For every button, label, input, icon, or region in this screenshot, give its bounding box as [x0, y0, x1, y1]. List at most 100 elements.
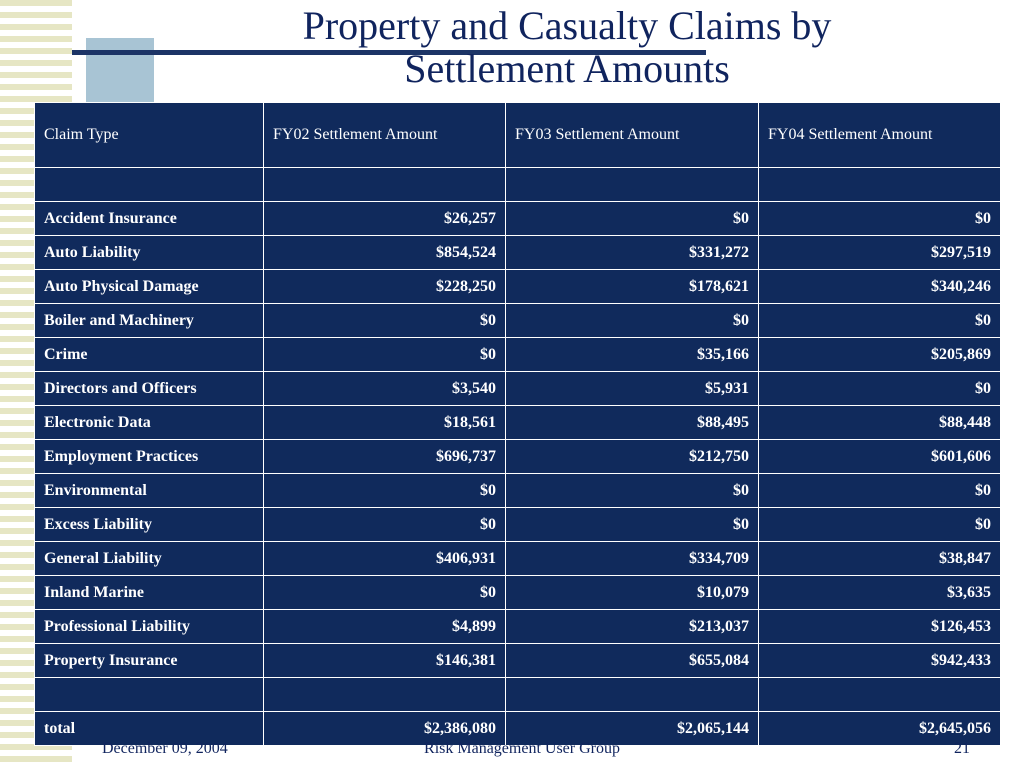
column-header: FY04 Settlement Amount [758, 102, 1001, 168]
settlement-amount-cell: $213,037 [505, 609, 759, 644]
settlement-amount-cell: $178,621 [505, 269, 759, 304]
claim-type-cell: total [34, 711, 264, 746]
table-row: Inland Marine $0 $10,079 $3,635 [34, 575, 1001, 610]
table-row: General Liability $406,931 $334,709 $38,847 [34, 541, 1001, 576]
footer-date: December 09, 2004 [102, 740, 228, 757]
settlement-amount-cell: $0 [758, 303, 1001, 338]
slide-title-line-2: Settlement Amounts [404, 46, 730, 91]
claim-type-cell: Property Insurance [34, 643, 264, 678]
settlement-amount-cell: $0 [263, 303, 506, 338]
settlement-amount-cell [505, 167, 759, 202]
table-row [34, 677, 1001, 712]
table-row: Property Insurance $146,381 $655,084 $942,4… [34, 643, 1001, 678]
settlement-amount-cell: $331,272 [505, 235, 759, 270]
settlement-amount-cell: $0 [758, 371, 1001, 406]
slide-title: Property and Casualty Claims by Settleme… [150, 4, 984, 90]
claim-type-cell: Crime [34, 337, 264, 372]
settlement-amount-cell: $942,433 [758, 643, 1001, 678]
table-row: Employment Practices $696,737 $212,750 $601… [34, 439, 1001, 474]
settlement-amount-cell [263, 167, 506, 202]
claim-type-cell: Electronic Data [34, 405, 264, 440]
settlement-amount-cell: $5,931 [505, 371, 759, 406]
settlement-amount-cell: $2,065,144 [505, 711, 759, 746]
claim-type-cell: Professional Liability [34, 609, 264, 644]
claim-type-cell: Directors and Officers [34, 371, 264, 406]
settlement-amount-cell: $601,606 [758, 439, 1001, 474]
settlement-amount-cell: $18,561 [263, 405, 506, 440]
table-row: Crime $0 $35,166 $205,869 [34, 337, 1001, 372]
settlement-amount-cell: $126,453 [758, 609, 1001, 644]
settlement-amount-cell [263, 677, 506, 712]
settlement-amount-cell: $340,246 [758, 269, 1001, 304]
settlement-amount-cell: $0 [505, 507, 759, 542]
settlement-amount-cell: $655,084 [505, 643, 759, 678]
settlement-amount-cell: $854,524 [263, 235, 506, 270]
settlement-amount-cell: $0 [758, 201, 1001, 236]
settlement-amount-cell: $228,250 [263, 269, 506, 304]
settlement-amount-cell: $0 [758, 473, 1001, 508]
table-row: Electronic Data $18,561 $88,495 $88,448 [34, 405, 1001, 440]
column-header: Claim Type [34, 102, 264, 168]
settlement-amount-cell: $297,519 [758, 235, 1001, 270]
settlement-amount-cell [758, 677, 1001, 712]
settlement-amount-cell: $0 [263, 337, 506, 372]
claim-type-cell: General Liability [34, 541, 264, 576]
table-row: Professional Liability $4,899 $213,037 $126… [34, 609, 1001, 644]
claim-type-cell: Boiler and Machinery [34, 303, 264, 338]
claims-table: Claim Type FY02 Settlement Amount FY03 S… [34, 102, 1001, 746]
accent-square [86, 38, 154, 102]
column-header: FY03 Settlement Amount [505, 102, 759, 168]
settlement-amount-cell: $0 [758, 507, 1001, 542]
settlement-amount-cell: $88,495 [505, 405, 759, 440]
claim-type-cell: Auto Physical Damage [34, 269, 264, 304]
settlement-amount-cell: $0 [263, 473, 506, 508]
settlement-amount-cell: $0 [263, 507, 506, 542]
footer-group-name: Risk Management User Group [424, 740, 620, 757]
settlement-amount-cell: $0 [505, 303, 759, 338]
table-row: total $2,386,080 $2,065,144 $2,645,056 [34, 711, 1001, 746]
settlement-amount-cell: $146,381 [263, 643, 506, 678]
settlement-amount-cell: $212,750 [505, 439, 759, 474]
settlement-amount-cell: $3,540 [263, 371, 506, 406]
claim-type-cell: Auto Liability [34, 235, 264, 270]
settlement-amount-cell: $0 [263, 575, 506, 610]
table-row: Accident Insurance $26,257 $0 $0 [34, 201, 1001, 236]
settlement-amount-cell: $406,931 [263, 541, 506, 576]
table-row: Auto Liability $854,524 $331,272 $297,519 [34, 235, 1001, 270]
settlement-amount-cell: $10,079 [505, 575, 759, 610]
table-header-row: Claim Type FY02 Settlement Amount FY03 S… [34, 102, 1001, 168]
table-row: Excess Liability $0 $0 $0 [34, 507, 1001, 542]
table-row: Boiler and Machinery $0 $0 $0 [34, 303, 1001, 338]
claim-type-cell: Excess Liability [34, 507, 264, 542]
claim-type-cell: Employment Practices [34, 439, 264, 474]
accent-line [72, 50, 706, 55]
claim-type-cell [34, 677, 264, 712]
settlement-amount-cell: $334,709 [505, 541, 759, 576]
settlement-amount-cell: $4,899 [263, 609, 506, 644]
settlement-amount-cell [758, 167, 1001, 202]
settlement-amount-cell: $0 [505, 473, 759, 508]
claim-type-cell: Inland Marine [34, 575, 264, 610]
settlement-amount-cell [505, 677, 759, 712]
column-header: FY02 Settlement Amount [263, 102, 506, 168]
table-row: Environmental $0 $0 $0 [34, 473, 1001, 508]
table-row: Auto Physical Damage $228,250 $178,621 $340… [34, 269, 1001, 304]
table-body: Claim Type FY02 Settlement Amount FY03 S… [34, 102, 1001, 746]
settlement-amount-cell: $38,847 [758, 541, 1001, 576]
settlement-amount-cell: $26,257 [263, 201, 506, 236]
table-row [34, 167, 1001, 202]
claim-type-cell [34, 167, 264, 202]
settlement-amount-cell: $88,448 [758, 405, 1001, 440]
footer-page-number: 21 [954, 740, 970, 757]
settlement-amount-cell: $0 [505, 201, 759, 236]
settlement-amount-cell: $696,737 [263, 439, 506, 474]
slide-title-line-1: Property and Casualty Claims by [302, 3, 832, 48]
settlement-amount-cell: $2,386,080 [263, 711, 506, 746]
claim-type-cell: Accident Insurance [34, 201, 264, 236]
table-row: Directors and Officers $3,540 $5,931 $0 [34, 371, 1001, 406]
settlement-amount-cell: $2,645,056 [758, 711, 1001, 746]
settlement-amount-cell: $3,635 [758, 575, 1001, 610]
settlement-amount-cell: $205,869 [758, 337, 1001, 372]
settlement-amount-cell: $35,166 [505, 337, 759, 372]
claim-type-cell: Environmental [34, 473, 264, 508]
